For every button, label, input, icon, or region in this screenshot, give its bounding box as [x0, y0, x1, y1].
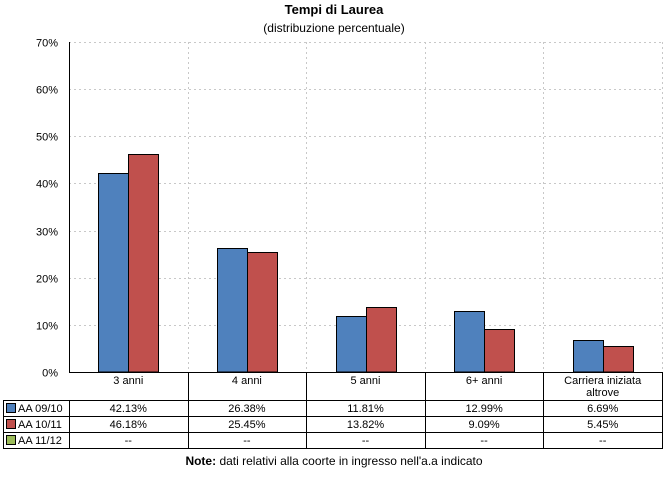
x-tick-label: 3 anni	[113, 375, 143, 387]
data-label: 11.81%	[347, 403, 384, 415]
legend-label: AA 09/10	[18, 403, 63, 415]
data-label: 42.13%	[110, 403, 148, 415]
note-label: Note:	[185, 454, 216, 468]
legend-swatch	[6, 419, 16, 429]
bar	[98, 173, 129, 373]
chart-subtitle: (distribuzione percentuale)	[263, 21, 404, 35]
data-label: --	[243, 435, 251, 447]
y-tick-label: 40%	[36, 179, 58, 191]
data-label: 6.69%	[587, 403, 618, 415]
data-label: 25.45%	[228, 419, 266, 431]
legend-label: AA 10/11	[18, 419, 62, 431]
y-tick-label: 10%	[36, 321, 58, 333]
bar	[366, 307, 397, 373]
y-tick-label: 20%	[36, 274, 58, 286]
data-label: 5.45%	[587, 419, 618, 431]
bar	[336, 316, 367, 373]
bar	[247, 252, 278, 373]
note-text: dati relativi alla coorte in ingresso ne…	[216, 454, 483, 468]
y-tick-label: 0%	[42, 368, 58, 380]
data-label: 13.82%	[347, 419, 385, 431]
x-tick-label: 6+ anni	[466, 375, 502, 387]
data-label: --	[362, 435, 370, 447]
y-tick-label: 30%	[36, 227, 58, 239]
bar	[128, 154, 159, 373]
note: Note: dati relativi alla coorte in ingre…	[185, 454, 482, 468]
data-label: --	[125, 435, 133, 447]
data-label: --	[599, 435, 607, 447]
bar	[454, 311, 485, 373]
x-tick-label: Carriera iniziata altrove	[564, 375, 642, 399]
bar	[484, 329, 515, 373]
x-tick-label: 5 anni	[351, 375, 381, 387]
data-label: 26.38%	[228, 403, 266, 415]
legend-swatch	[6, 403, 16, 413]
data-label: 9.09%	[468, 419, 499, 431]
bar	[217, 248, 248, 373]
data-table: 3 anni 4 anni 5 anni 6+ anni Carriera inizia…	[3, 372, 663, 449]
y-axis-ticks: 0% 10% 20% 30% 40% 50% 60% 70%	[36, 38, 58, 380]
y-tick-label: 60%	[36, 85, 58, 97]
x-tick-label: 4 anni	[232, 375, 262, 387]
data-label: 46.18%	[110, 419, 148, 431]
chart-title: Tempi di Laurea	[285, 2, 384, 17]
y-tick-label: 70%	[36, 38, 58, 50]
legend-label: AA 11/12	[18, 435, 62, 447]
bar	[603, 346, 634, 373]
bar	[573, 340, 604, 373]
data-label: 12.99%	[465, 403, 503, 415]
y-tick-label: 50%	[36, 132, 58, 144]
bars	[98, 154, 634, 373]
data-label: --	[480, 435, 488, 447]
legend-swatch	[6, 435, 16, 445]
